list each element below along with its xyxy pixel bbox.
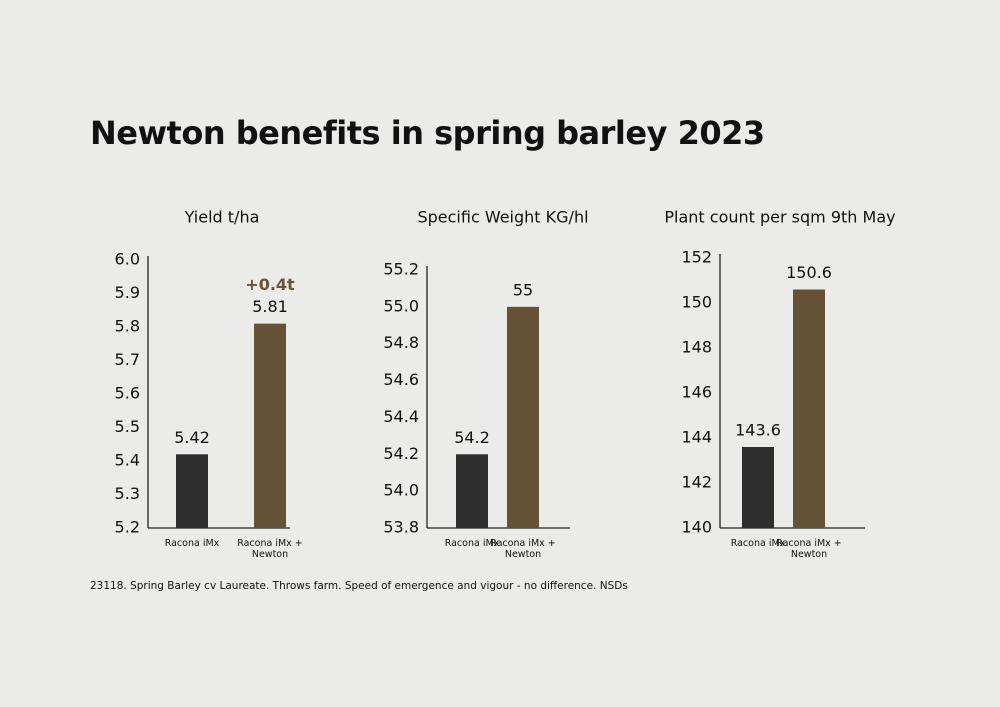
bar xyxy=(254,323,286,528)
y-tick-label: 5.5 xyxy=(115,417,140,436)
y-tick-label: 144 xyxy=(681,428,712,447)
y-tick-label: 5.9 xyxy=(115,283,140,302)
annotation: +0.4t xyxy=(245,275,295,294)
data-label: 5.81 xyxy=(252,297,288,316)
bar xyxy=(742,447,774,528)
footnote: 23118. Spring Barley cv Laureate. Throws… xyxy=(90,580,628,592)
y-tick-label: 6.0 xyxy=(115,250,140,269)
chart-title: Yield t/ha xyxy=(184,208,260,227)
chart-title: Specific Weight KG/hl xyxy=(417,208,588,227)
bar xyxy=(176,454,208,528)
y-tick-label: 140 xyxy=(681,518,712,537)
data-label: 55 xyxy=(513,280,533,299)
y-tick-label: 55.2 xyxy=(383,260,419,279)
x-tick-label: Racona iMx + Newton xyxy=(776,538,842,560)
data-label: 150.6 xyxy=(786,263,832,282)
x-tick-label: Racona iMx + Newton xyxy=(490,538,556,560)
page-title: Newton benefits in spring barley 2023 xyxy=(90,114,765,152)
y-tick-label: 53.8 xyxy=(383,518,419,537)
x-tick-label: Racona iMx + Newton xyxy=(237,538,303,560)
y-tick-label: 5.4 xyxy=(115,451,140,470)
y-tick-label: 54.8 xyxy=(383,333,419,352)
y-tick-label: 150 xyxy=(681,293,712,312)
y-tick-label: 54.6 xyxy=(383,370,419,389)
chart-title: Plant count per sqm 9th May xyxy=(664,208,895,227)
y-tick-label: 152 xyxy=(681,248,712,267)
y-tick-label: 5.8 xyxy=(115,317,140,336)
bar xyxy=(793,289,825,528)
data-label: 143.6 xyxy=(735,421,781,440)
y-tick-label: 54.4 xyxy=(383,407,419,426)
bar xyxy=(456,454,488,528)
y-tick-label: 54.0 xyxy=(383,481,419,500)
x-tick-label: Racona iMx xyxy=(164,538,220,549)
bar xyxy=(507,306,539,528)
data-label: 54.2 xyxy=(454,428,490,447)
x-tick-label: Racona iMx xyxy=(730,538,786,549)
y-tick-label: 5.7 xyxy=(115,350,140,369)
y-tick-label: 146 xyxy=(681,383,712,402)
y-tick-label: 5.6 xyxy=(115,384,140,403)
y-tick-label: 55.0 xyxy=(383,296,419,315)
x-tick-label: Racona iMx xyxy=(444,538,500,549)
data-label: 5.42 xyxy=(174,428,210,447)
y-tick-label: 5.2 xyxy=(115,518,140,537)
y-tick-label: 142 xyxy=(681,473,712,492)
y-tick-label: 54.2 xyxy=(383,444,419,463)
y-tick-label: 148 xyxy=(681,338,712,357)
y-tick-label: 5.3 xyxy=(115,484,140,503)
